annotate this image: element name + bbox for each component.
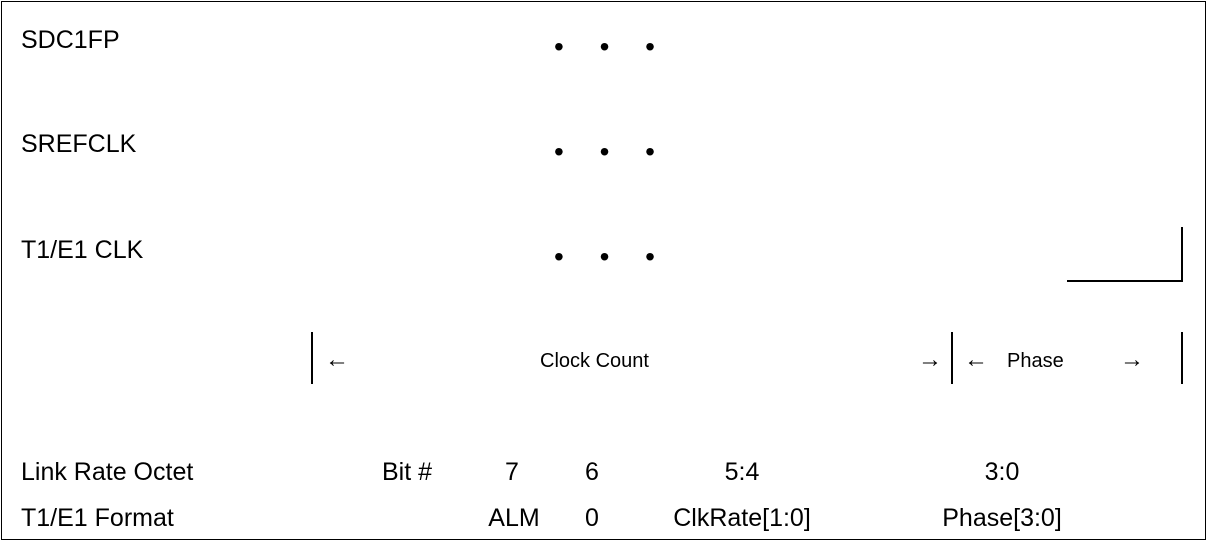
span-marker-middle (951, 332, 953, 384)
signal-srefclk-ellipsis: • • • (554, 136, 669, 167)
signal-t1e1clk-ellipsis: • • • (554, 241, 669, 272)
bit-3-0-value: Phase[3:0] (942, 504, 1062, 532)
phase-left-arrow: ← (964, 346, 988, 373)
clock-count-right-arrow: → (918, 346, 942, 373)
clock-count-label: Clock Count (540, 350, 649, 372)
row-t1e1-format-label: T1/E1 Format (21, 504, 174, 532)
phase-right-arrow: → (1120, 346, 1144, 373)
signal-sdc1fp-label: SDC1FP (21, 26, 120, 54)
row-link-rate-octet-label: Link Rate Octet (21, 458, 194, 486)
span-marker-right (1181, 332, 1183, 384)
bit-6-value: 0 (585, 504, 599, 532)
bit-3-0-header: 3:0 (984, 458, 1020, 486)
bit-number-label: Bit # (381, 458, 433, 486)
signal-srefclk-label: SREFCLK (21, 130, 137, 158)
signal-t1e1clk-label: T1/E1 CLK (21, 236, 144, 264)
signal-sdc1fp-ellipsis: • • • (554, 31, 669, 62)
bit-5-4-header: 5:4 (724, 458, 760, 486)
bit-5-4-value: ClkRate[1:0] (673, 504, 811, 532)
waveform-low-level (1067, 280, 1183, 282)
clock-count-left-arrow: ← (325, 346, 349, 373)
span-marker-left (311, 332, 313, 384)
bit-7-value: ALM (488, 504, 540, 532)
waveform-edge (1181, 227, 1183, 282)
bit-7-header: 7 (505, 458, 519, 486)
bit-6-header: 6 (585, 458, 599, 486)
phase-label: Phase (1007, 350, 1064, 372)
